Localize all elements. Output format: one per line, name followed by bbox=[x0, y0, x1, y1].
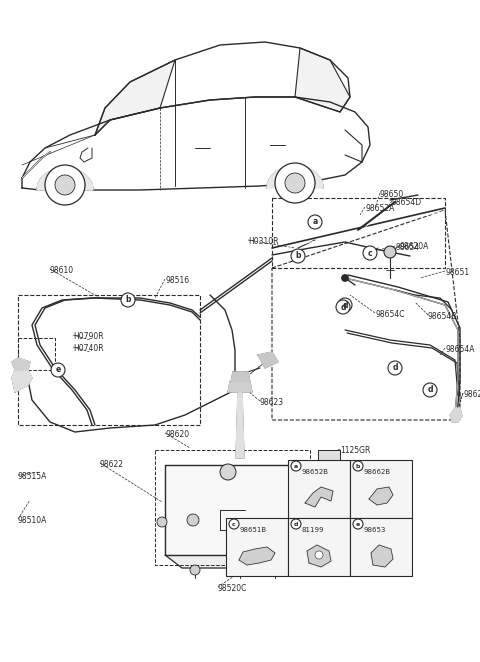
Circle shape bbox=[388, 361, 402, 375]
Bar bbox=[350, 518, 412, 576]
Circle shape bbox=[121, 293, 135, 307]
Circle shape bbox=[353, 519, 363, 529]
Polygon shape bbox=[239, 547, 275, 565]
Polygon shape bbox=[37, 168, 93, 190]
Text: 98652A: 98652A bbox=[365, 204, 395, 213]
Text: b: b bbox=[125, 295, 131, 305]
Text: 98623: 98623 bbox=[260, 398, 284, 407]
Circle shape bbox=[157, 517, 167, 527]
Circle shape bbox=[275, 163, 315, 203]
Bar bbox=[226, 518, 288, 576]
Polygon shape bbox=[12, 370, 32, 392]
Polygon shape bbox=[295, 465, 312, 568]
Text: b: b bbox=[356, 463, 360, 469]
Text: a: a bbox=[312, 218, 318, 226]
Polygon shape bbox=[236, 390, 244, 458]
Circle shape bbox=[187, 514, 199, 526]
Text: 98620A: 98620A bbox=[463, 390, 480, 399]
Text: d: d bbox=[342, 301, 348, 310]
Circle shape bbox=[315, 551, 323, 559]
Circle shape bbox=[291, 519, 301, 529]
Circle shape bbox=[190, 565, 200, 575]
Polygon shape bbox=[295, 48, 350, 112]
Polygon shape bbox=[369, 487, 393, 505]
Text: 98651: 98651 bbox=[445, 268, 469, 277]
Polygon shape bbox=[165, 465, 295, 555]
Circle shape bbox=[270, 565, 280, 575]
Bar bbox=[350, 460, 412, 518]
Text: e: e bbox=[356, 522, 360, 526]
Text: 98520C: 98520C bbox=[218, 584, 247, 593]
Circle shape bbox=[291, 461, 301, 471]
Circle shape bbox=[45, 165, 85, 205]
Polygon shape bbox=[267, 166, 323, 188]
Text: 98516: 98516 bbox=[165, 276, 189, 285]
Text: c: c bbox=[232, 522, 236, 526]
Polygon shape bbox=[165, 555, 312, 568]
Polygon shape bbox=[95, 42, 350, 135]
Circle shape bbox=[308, 215, 322, 229]
Text: d: d bbox=[392, 363, 398, 373]
Circle shape bbox=[235, 565, 245, 575]
Text: 98622: 98622 bbox=[100, 460, 124, 469]
Text: 98620A: 98620A bbox=[400, 242, 430, 251]
Polygon shape bbox=[95, 60, 175, 135]
Polygon shape bbox=[305, 487, 333, 507]
Text: c: c bbox=[368, 248, 372, 258]
Text: 98651B: 98651B bbox=[240, 527, 267, 533]
Text: 98654A: 98654A bbox=[445, 345, 475, 354]
Text: H0790R: H0790R bbox=[73, 332, 104, 341]
Circle shape bbox=[291, 249, 305, 263]
Circle shape bbox=[55, 175, 75, 195]
Text: 98652B: 98652B bbox=[302, 469, 329, 475]
Text: 98515A: 98515A bbox=[18, 472, 48, 481]
Text: 81199: 81199 bbox=[302, 527, 324, 533]
Polygon shape bbox=[371, 545, 393, 567]
Text: H0740R: H0740R bbox=[73, 344, 104, 353]
Text: H0310R: H0310R bbox=[248, 237, 278, 246]
Polygon shape bbox=[231, 372, 250, 382]
Circle shape bbox=[229, 519, 239, 529]
Circle shape bbox=[353, 461, 363, 471]
Circle shape bbox=[338, 298, 352, 312]
Circle shape bbox=[423, 383, 437, 397]
Polygon shape bbox=[228, 382, 252, 392]
Text: 98654D: 98654D bbox=[392, 198, 422, 207]
Text: 98654C: 98654C bbox=[375, 310, 405, 319]
Text: 98510A: 98510A bbox=[18, 516, 48, 525]
Bar bbox=[318, 450, 340, 468]
Polygon shape bbox=[12, 358, 30, 370]
Circle shape bbox=[341, 275, 348, 281]
Bar bbox=[288, 460, 350, 518]
Text: a: a bbox=[294, 463, 298, 469]
Text: 98654B: 98654B bbox=[428, 312, 457, 321]
Polygon shape bbox=[22, 97, 370, 190]
Text: 98610: 98610 bbox=[50, 266, 74, 275]
Circle shape bbox=[220, 464, 236, 480]
Polygon shape bbox=[307, 545, 331, 567]
Text: d: d bbox=[294, 522, 298, 526]
Circle shape bbox=[384, 246, 396, 258]
Polygon shape bbox=[450, 408, 462, 422]
Bar bbox=[288, 518, 350, 576]
Circle shape bbox=[363, 246, 377, 260]
Text: 98650: 98650 bbox=[380, 190, 404, 199]
Circle shape bbox=[285, 173, 305, 193]
Text: b: b bbox=[295, 252, 301, 261]
Text: d: d bbox=[340, 303, 346, 312]
Text: d: d bbox=[427, 385, 433, 395]
Text: e: e bbox=[55, 365, 60, 375]
Text: 98653: 98653 bbox=[364, 527, 386, 533]
Polygon shape bbox=[258, 352, 278, 368]
Text: 98662B: 98662B bbox=[364, 469, 391, 475]
Text: 98620: 98620 bbox=[165, 430, 189, 439]
Text: 98654: 98654 bbox=[395, 243, 419, 252]
Polygon shape bbox=[80, 148, 92, 162]
Text: 1125GR: 1125GR bbox=[340, 446, 371, 455]
Circle shape bbox=[336, 300, 350, 314]
Circle shape bbox=[51, 363, 65, 377]
